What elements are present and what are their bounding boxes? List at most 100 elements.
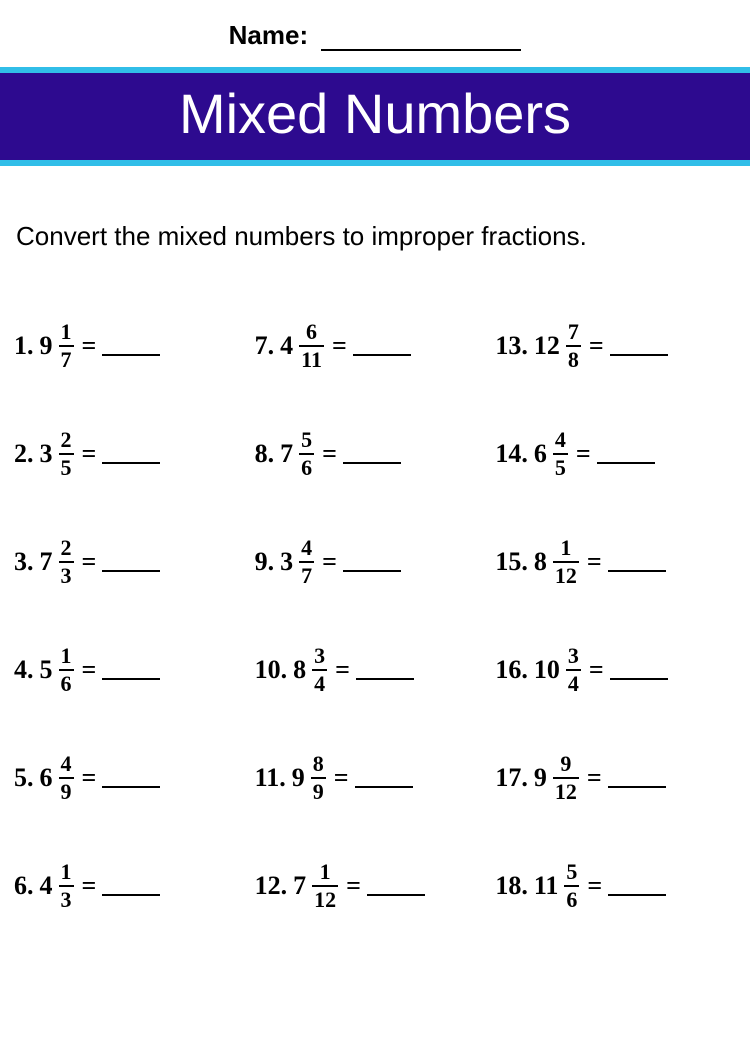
equals-sign: = <box>335 655 350 685</box>
whole-number: 12 <box>534 331 560 361</box>
answer-blank[interactable] <box>610 336 668 356</box>
name-label: Name: <box>229 20 308 50</box>
denominator: 8 <box>566 345 581 371</box>
denominator: 12 <box>553 777 579 803</box>
numerator: 4 <box>59 753 74 777</box>
problem-item: 16.1034= <box>495 616 736 724</box>
fraction: 23 <box>59 537 74 587</box>
problem-item: 10.834 = <box>255 616 496 724</box>
page-title: Mixed Numbers <box>179 82 571 145</box>
denominator: 9 <box>59 777 74 803</box>
answer-blank[interactable] <box>597 444 655 464</box>
denominator: 5 <box>553 453 568 479</box>
fraction: 56 <box>564 861 579 911</box>
fraction: 17 <box>59 321 74 371</box>
denominator: 9 <box>311 777 326 803</box>
answer-blank[interactable] <box>343 552 401 572</box>
numerator: 6 <box>304 321 319 345</box>
whole-number: 9 <box>292 763 305 793</box>
equals-sign: = <box>576 439 591 469</box>
denominator: 4 <box>312 669 327 695</box>
name-input-line[interactable] <box>321 29 521 51</box>
numerator: 4 <box>299 537 314 561</box>
fraction: 45 <box>553 429 568 479</box>
problem-number: 13. <box>495 331 528 361</box>
problem-item: 14.645= <box>495 400 736 508</box>
fraction: 112 <box>312 861 338 911</box>
denominator: 6 <box>59 669 74 695</box>
equals-sign: = <box>82 763 97 793</box>
numerator: 2 <box>59 429 74 453</box>
problem-item: 4.516 = <box>14 616 255 724</box>
problem-number: 4. <box>14 655 34 685</box>
answer-blank[interactable] <box>102 444 160 464</box>
numerator: 3 <box>566 645 581 669</box>
whole-number: 5 <box>40 655 53 685</box>
equals-sign: = <box>322 439 337 469</box>
problems-grid: 1.917=7.4611=13.1278=2.325=8.756=14.645=… <box>0 272 750 940</box>
fraction: 25 <box>59 429 74 479</box>
answer-blank[interactable] <box>343 444 401 464</box>
name-row: Name: <box>0 0 750 61</box>
problem-number: 2. <box>14 439 34 469</box>
numerator: 3 <box>312 645 327 669</box>
problem-number: 16. <box>495 655 528 685</box>
denominator: 7 <box>59 345 74 371</box>
whole-number: 3 <box>280 547 293 577</box>
fraction: 16 <box>59 645 74 695</box>
problem-number: 15. <box>495 547 528 577</box>
problem-item: 11.989= <box>255 724 496 832</box>
fraction: 13 <box>59 861 74 911</box>
numerator: 1 <box>59 321 74 345</box>
answer-blank[interactable] <box>102 336 160 356</box>
answer-blank[interactable] <box>353 336 411 356</box>
answer-blank[interactable] <box>356 660 414 680</box>
whole-number: 9 <box>534 763 547 793</box>
answer-blank[interactable] <box>608 876 666 896</box>
answer-blank[interactable] <box>355 768 413 788</box>
answer-blank[interactable] <box>610 660 668 680</box>
instructions-text: Convert the mixed numbers to improper fr… <box>0 166 750 272</box>
whole-number: 8 <box>534 547 547 577</box>
fraction: 89 <box>311 753 326 803</box>
problem-item: 1.917= <box>14 292 255 400</box>
answer-blank[interactable] <box>102 660 160 680</box>
equals-sign: = <box>589 655 604 685</box>
numerator: 1 <box>558 537 573 561</box>
problem-item: 13.1278= <box>495 292 736 400</box>
problem-number: 8. <box>255 439 275 469</box>
answer-blank[interactable] <box>608 552 666 572</box>
title-bar: Mixed Numbers <box>0 67 750 166</box>
fraction: 56 <box>299 429 314 479</box>
whole-number: 8 <box>293 655 306 685</box>
equals-sign: = <box>82 439 97 469</box>
problem-item: 3.723= <box>14 508 255 616</box>
denominator: 7 <box>299 561 314 587</box>
whole-number: 7 <box>293 871 306 901</box>
fraction: 34 <box>566 645 581 695</box>
answer-blank[interactable] <box>102 876 160 896</box>
numerator: 4 <box>553 429 568 453</box>
answer-blank[interactable] <box>102 552 160 572</box>
equals-sign: = <box>587 763 602 793</box>
problem-number: 6. <box>14 871 34 901</box>
equals-sign: = <box>587 871 602 901</box>
problem-item: 15.8112= <box>495 508 736 616</box>
numerator: 7 <box>566 321 581 345</box>
numerator: 5 <box>299 429 314 453</box>
answer-blank[interactable] <box>608 768 666 788</box>
problem-number: 1. <box>14 331 34 361</box>
numerator: 2 <box>59 537 74 561</box>
problem-number: 17. <box>495 763 528 793</box>
denominator: 5 <box>59 453 74 479</box>
answer-blank[interactable] <box>102 768 160 788</box>
equals-sign: = <box>82 655 97 685</box>
problem-item: 12.7112= <box>255 832 496 940</box>
fraction: 611 <box>299 321 324 371</box>
problem-number: 5. <box>14 763 34 793</box>
denominator: 3 <box>59 885 74 911</box>
answer-blank[interactable] <box>367 876 425 896</box>
problem-number: 10. <box>255 655 288 685</box>
problem-number: 9. <box>255 547 275 577</box>
equals-sign: = <box>82 547 97 577</box>
